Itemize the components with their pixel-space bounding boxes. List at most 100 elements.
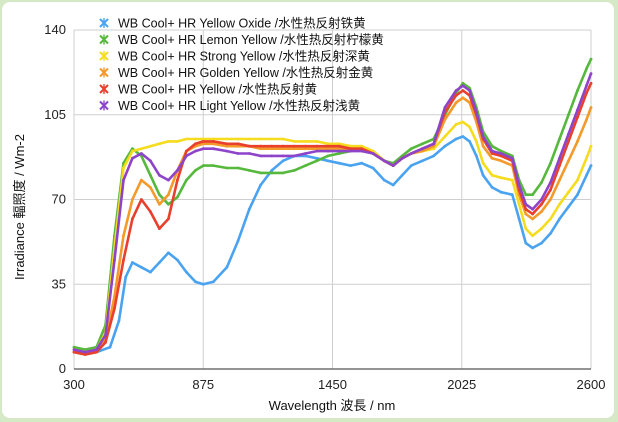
data-point — [461, 135, 465, 138]
data-point — [259, 154, 262, 158]
data-point — [531, 212, 534, 216]
data-point — [531, 234, 534, 238]
data-point — [589, 164, 593, 168]
data-point — [281, 144, 285, 148]
data-point — [131, 149, 134, 153]
data-point — [337, 147, 341, 151]
data-point — [443, 118, 447, 121]
data-point — [167, 178, 170, 182]
x-tick-label: 2025 — [447, 377, 476, 392]
data-point — [236, 137, 240, 141]
chart-card: 0 35 70 105 140 300 875 1450 2025 2600 WB Cool+ H… — [2, 2, 614, 418]
data-point — [475, 154, 478, 158]
legend-item: WB Cool+ HR Lemon Yellow /水性热反射柠檬黄 — [99, 32, 384, 47]
data-point — [567, 132, 570, 136]
data-point — [304, 154, 307, 158]
data-point — [360, 147, 364, 151]
data-point — [315, 159, 319, 163]
data-point — [481, 161, 485, 165]
data-point — [454, 94, 458, 97]
data-point — [461, 89, 465, 92]
data-point — [540, 241, 543, 245]
series-group — [72, 57, 593, 356]
data-point — [259, 171, 262, 175]
data-point — [292, 169, 296, 172]
data-point — [371, 152, 375, 155]
data-point — [540, 210, 543, 214]
data-point — [468, 101, 471, 104]
data-point — [131, 156, 134, 160]
data-point — [576, 140, 579, 143]
y-tick-label: 0 — [59, 361, 66, 376]
data-point — [337, 152, 341, 155]
data-point — [315, 140, 319, 143]
data-point — [122, 178, 125, 182]
data-point — [225, 137, 229, 141]
data-point — [510, 178, 514, 182]
data-point — [270, 147, 274, 151]
data-point — [83, 350, 87, 354]
data-point — [176, 169, 179, 172]
data-point — [281, 171, 285, 175]
data-point — [499, 190, 503, 194]
data-point — [194, 149, 197, 153]
data-point — [167, 217, 170, 221]
data-point — [201, 164, 205, 168]
data-point — [549, 181, 552, 184]
data-point — [140, 152, 143, 155]
data-point — [326, 154, 330, 158]
data-point — [490, 144, 494, 148]
data-point — [576, 89, 579, 92]
data-point — [236, 166, 240, 170]
data-point — [360, 161, 364, 165]
legend-label: WB Cool+ HR Yellow Oxide /水性热反射铁黄 — [118, 16, 366, 31]
x-tick-label: 2600 — [577, 377, 606, 392]
data-point — [567, 159, 570, 163]
data-point — [281, 137, 285, 141]
data-point — [540, 181, 543, 184]
y-tick-label: 35 — [52, 276, 66, 291]
data-point — [558, 217, 561, 221]
data-point — [531, 217, 534, 221]
data-point — [292, 147, 296, 151]
data-point — [185, 137, 188, 141]
data-point — [304, 152, 307, 155]
legend-item: WB Cool+ HR Golden Yellow /水性热反射金黄 — [99, 65, 373, 80]
data-point — [315, 149, 319, 153]
data-point — [281, 159, 285, 163]
data-point — [468, 140, 471, 143]
data-point — [131, 147, 134, 151]
data-point — [481, 144, 485, 148]
data-point — [391, 164, 395, 168]
data-point — [225, 166, 229, 170]
data-point — [176, 140, 179, 143]
data-point — [113, 258, 116, 262]
data-point — [531, 193, 534, 197]
data-point — [461, 81, 465, 85]
y-axis-title: Irradiance 輻照度 / Wm-2 — [12, 134, 27, 280]
data-point — [540, 202, 543, 206]
data-point — [589, 57, 593, 61]
data-point — [524, 212, 528, 216]
data-point — [558, 178, 561, 182]
data-point — [475, 140, 478, 143]
data-point — [176, 178, 179, 182]
data-point — [247, 169, 251, 172]
legend-item: WB Cool+ HR Yellow /水性热反射黄 — [99, 82, 317, 97]
data-point — [524, 227, 528, 231]
data-point — [499, 152, 503, 155]
x-axis-title: Wavelength 波長 / nm — [269, 398, 396, 413]
data-point — [201, 140, 205, 143]
data-point — [194, 137, 197, 141]
data-point — [409, 164, 413, 168]
data-point — [304, 144, 307, 148]
data-point — [326, 144, 330, 148]
data-point — [315, 156, 319, 160]
data-point — [149, 210, 152, 214]
data-point — [567, 113, 570, 117]
data-point — [104, 333, 107, 337]
data-point — [149, 144, 152, 148]
data-point — [176, 258, 179, 262]
data-point — [247, 137, 251, 141]
